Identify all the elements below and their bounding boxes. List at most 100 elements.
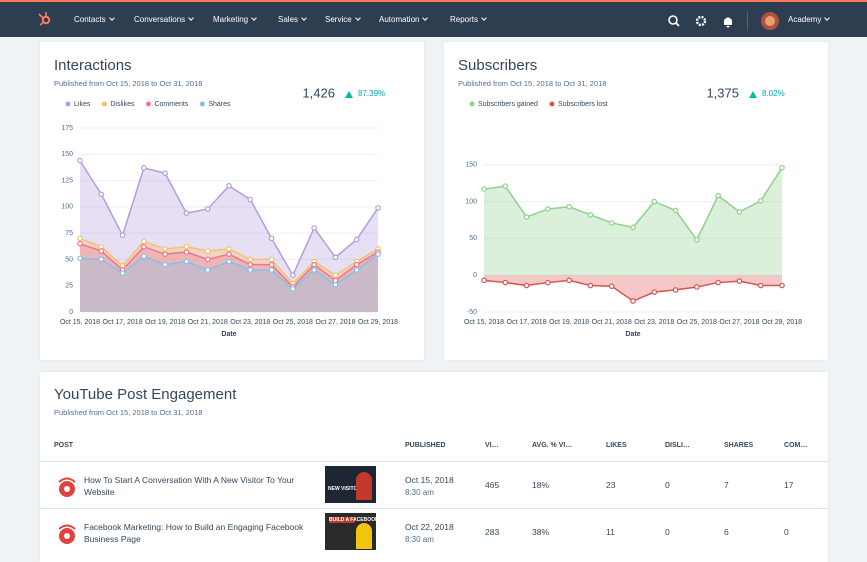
data-point [502, 183, 509, 189]
divider [40, 461, 828, 462]
nav-item[interactable]: Automation [379, 15, 427, 24]
area [484, 275, 782, 301]
account-menu[interactable]: Academy [788, 15, 829, 24]
y-tick-label: 50 [65, 256, 73, 263]
legend-label: Subscribers lost [558, 101, 608, 108]
divider [40, 508, 828, 509]
nav-item[interactable]: Marketing [213, 15, 256, 24]
data-point [290, 272, 296, 279]
logo [38, 12, 51, 26]
nav-icons [668, 15, 732, 29]
column-header[interactable]: COM… [784, 442, 808, 449]
top-nav: Contacts Conversations Marketing Sales S… [0, 0, 867, 37]
data-point [523, 282, 530, 289]
data-point [715, 192, 721, 199]
data-point [183, 258, 190, 265]
nav-item[interactable]: Conversations [134, 15, 193, 24]
data-point [162, 170, 168, 177]
data-point [98, 191, 105, 198]
data-point [226, 258, 232, 265]
data-point [545, 279, 551, 286]
data-point [757, 198, 764, 204]
nav-item[interactable]: Reports [450, 15, 486, 24]
table-card: YouTube Post Engagement Published from O… [40, 372, 828, 562]
data-point [119, 270, 126, 276]
legend-marker [469, 101, 475, 107]
thumbnail[interactable]: BUILD A FACEBOOK BUSINESS PAGE [325, 513, 421, 550]
y-tick-label: 150 [465, 162, 477, 169]
nav-item[interactable]: Sales [278, 15, 306, 24]
column-header[interactable]: SHARES [724, 442, 754, 449]
column-header[interactable]: DISLI… [665, 442, 690, 449]
data-point [736, 209, 743, 215]
data-point [779, 164, 785, 171]
y-tick-label: -50 [467, 309, 477, 316]
column-header[interactable]: LIKES [606, 442, 627, 449]
post-title[interactable]: How To Start A Conversation With A New V… [84, 475, 295, 497]
cell: 7 [724, 480, 729, 490]
data-point [608, 283, 615, 290]
x-tick-label: Oct 15, 2018 [464, 319, 504, 326]
cell: 0 [665, 480, 670, 490]
data-point [98, 248, 105, 254]
data-point [375, 251, 381, 257]
data-point [502, 279, 509, 286]
x-tick-label: Oct 19, 2018 [145, 319, 185, 326]
data-point [162, 246, 168, 252]
column-header[interactable]: VI… [485, 442, 499, 449]
x-tick-label: Oct 15, 2018 [60, 319, 100, 326]
data-point [566, 277, 572, 284]
search-icon[interactable] [668, 15, 678, 25]
legend-marker [549, 101, 555, 107]
area [80, 254, 378, 312]
data-point [247, 256, 254, 263]
summary-change: 87.39% [358, 89, 385, 98]
data-point [119, 232, 126, 239]
x-tick-label: Oct 23, 2018 [230, 319, 270, 326]
data-point [183, 249, 190, 255]
nav-item[interactable]: Service [325, 15, 360, 24]
data-point [332, 272, 339, 279]
data-point [694, 284, 700, 290]
avatar[interactable] [760, 11, 780, 31]
data-point [141, 165, 147, 171]
row-icon [58, 477, 76, 497]
data-point [694, 237, 700, 243]
x-tick-label: Oct 21, 2018 [592, 319, 632, 326]
data-point [226, 246, 232, 252]
summary-change: 8.02% [762, 89, 785, 98]
chart-subtitle: Published from Oct 15, 2018 to Oct 31, 2… [458, 79, 606, 88]
data-point [672, 207, 679, 214]
data-point [268, 267, 275, 273]
data-point [98, 256, 105, 263]
data-point [162, 261, 168, 268]
divider [747, 11, 748, 31]
data-point [311, 267, 317, 273]
column-header[interactable]: POST [54, 442, 74, 449]
cell: 0 [784, 527, 789, 537]
y-tick-label: 75 [65, 230, 73, 237]
thumbnail[interactable]: NEW VISITOR [325, 466, 376, 503]
column-header[interactable]: AVG. % VI… [532, 442, 573, 449]
post-title[interactable]: Facebook Marketing: How to Build an Enga… [84, 522, 304, 544]
legend-label: Subscribers gained [478, 101, 538, 108]
nav-item[interactable]: Contacts [74, 15, 114, 24]
y-tick-label: 25 [65, 283, 73, 290]
data-point [183, 210, 190, 216]
time: 8:30 am [405, 488, 434, 497]
data-point [226, 251, 232, 257]
data-point [545, 206, 551, 212]
date: Oct 22, 2018 [405, 522, 454, 532]
data-point [651, 289, 658, 295]
notifications-icon[interactable] [724, 17, 732, 29]
settings-icon[interactable] [695, 15, 707, 27]
table-title: YouTube Post Engagement [54, 386, 237, 403]
chart-title: Interactions [54, 57, 132, 74]
table-subtitle: Published from Oct 15, 2018 to Oct 31, 2… [54, 408, 203, 417]
data-point [290, 286, 296, 292]
chart-title: Subscribers [458, 57, 537, 74]
y-tick-label: 100 [465, 198, 477, 205]
summary-total: 1,375 [706, 85, 739, 100]
column-header[interactable]: PUBLISHED [405, 442, 446, 449]
y-tick-label: 100 [61, 204, 73, 211]
